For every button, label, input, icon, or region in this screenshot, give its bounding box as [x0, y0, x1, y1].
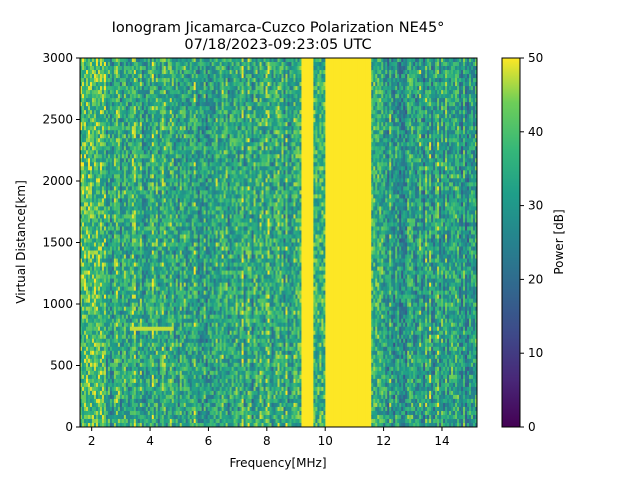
heatmap-plot	[80, 58, 478, 428]
chart-subtitle: 07/18/2023-09:23:05 UTC	[184, 37, 371, 53]
chart-title: Ionogram Jicamarca-Cuzco Polarization NE…	[112, 20, 445, 36]
